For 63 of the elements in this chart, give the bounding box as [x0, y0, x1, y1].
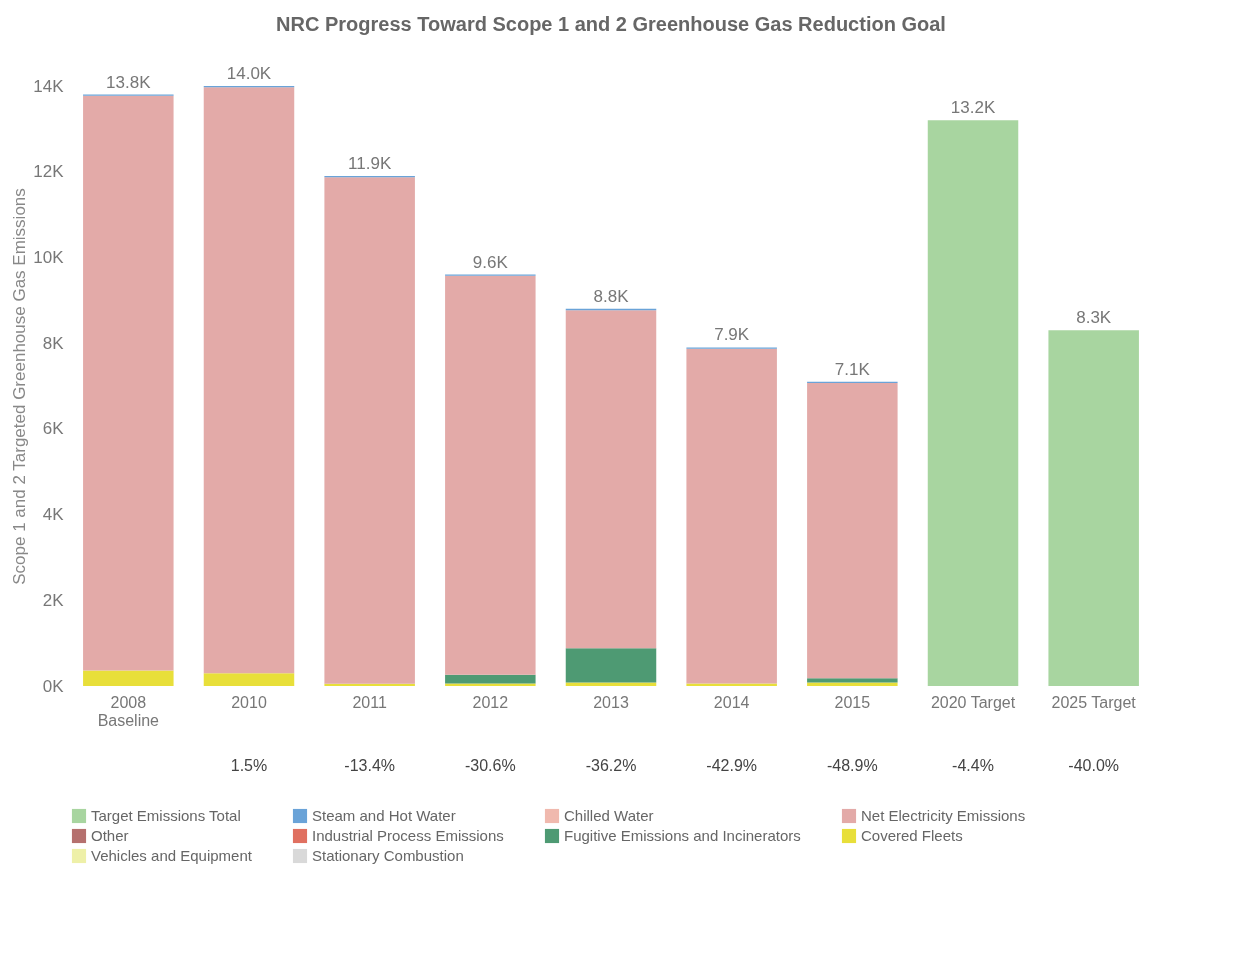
total-label: 9.6K: [472, 252, 509, 272]
legend-label: Vehicles and Equipment: [91, 847, 253, 864]
legend-label: Industrial Process Emissions: [312, 827, 504, 844]
bar: [807, 383, 898, 679]
bar: [927, 120, 1019, 686]
y-tick-label: 0K: [42, 676, 65, 696]
legend-label: Covered Fleets: [861, 827, 963, 844]
bar: [324, 177, 415, 684]
total-label: 13.2K: [950, 98, 996, 118]
bar: [807, 678, 898, 683]
legend-label: Other: [91, 827, 129, 844]
y-tick-label: 14K: [33, 76, 65, 96]
total-label: 8.3K: [1076, 308, 1112, 328]
bar: [565, 648, 657, 683]
text: -40.0%: [1068, 757, 1120, 774]
y-tick-label: 6K: [42, 419, 65, 439]
total-label: 13.8K: [106, 72, 152, 92]
bar: [83, 670, 174, 686]
x-tick-label: 2020 Target: [930, 693, 1016, 711]
chart-title: NRC Progress Toward Scope 1 and 2 Greenhouse Gas Reduction Goal: [276, 13, 946, 35]
bar: [565, 310, 657, 649]
y-axis-title: Scope 1 and 2 Targeted Greenhouse Gas Emissions: [10, 188, 30, 585]
text: -13.4%: [344, 757, 396, 774]
bar: [1048, 330, 1139, 686]
text: -42.9%: [706, 757, 758, 774]
text: -30.6%: [464, 757, 516, 774]
x-tick-label: 2011: [352, 693, 387, 711]
total-label: 7.1K: [834, 359, 871, 379]
legend-label: Steam and Hot Water: [312, 807, 456, 824]
y-tick-label: 2K: [42, 590, 65, 610]
total-label: 11.9K: [348, 154, 392, 173]
bar: [203, 673, 295, 686]
total-label: 7.9K: [714, 325, 750, 345]
total-label: 14.0K: [226, 64, 272, 83]
bar: [445, 275, 536, 675]
x-tick-label: 2014: [713, 693, 750, 711]
x-tick-label: 2015: [834, 693, 871, 711]
y-tick-label: 10K: [33, 247, 65, 267]
text: -48.9%: [826, 757, 878, 774]
x-tick-label: 2012: [472, 693, 509, 711]
legend-label: Net Electricity Emissions: [861, 807, 1026, 824]
bar: [445, 674, 536, 684]
y-tick-label: 8K: [42, 333, 65, 353]
bar: [83, 95, 174, 671]
text: -4.4%: [952, 757, 994, 774]
bar: [686, 683, 777, 686]
x-tick-label: 2008 Baseline: [97, 693, 160, 729]
y-tick-label: 12K: [33, 162, 65, 182]
text: -36.2%: [585, 757, 637, 774]
x-tick-label: 2025 Target: [1051, 693, 1137, 711]
x-tick-label: 2013: [593, 693, 629, 711]
legend-label: Chilled Water: [564, 807, 654, 824]
bar: [324, 683, 415, 686]
bar: [686, 348, 777, 684]
bar: [445, 683, 536, 686]
text: 1.5%: [230, 757, 268, 774]
x-tick-label: 2010: [231, 693, 267, 711]
legend-label: Stationary Combustion: [312, 847, 464, 864]
legend-label: Fugitive Emissions and Incinerators: [564, 827, 801, 844]
total-label: 8.8K: [593, 286, 630, 306]
legend-label: Target Emissions Total: [91, 807, 241, 824]
y-tick-label: 4K: [42, 505, 65, 525]
bar: [203, 87, 295, 674]
